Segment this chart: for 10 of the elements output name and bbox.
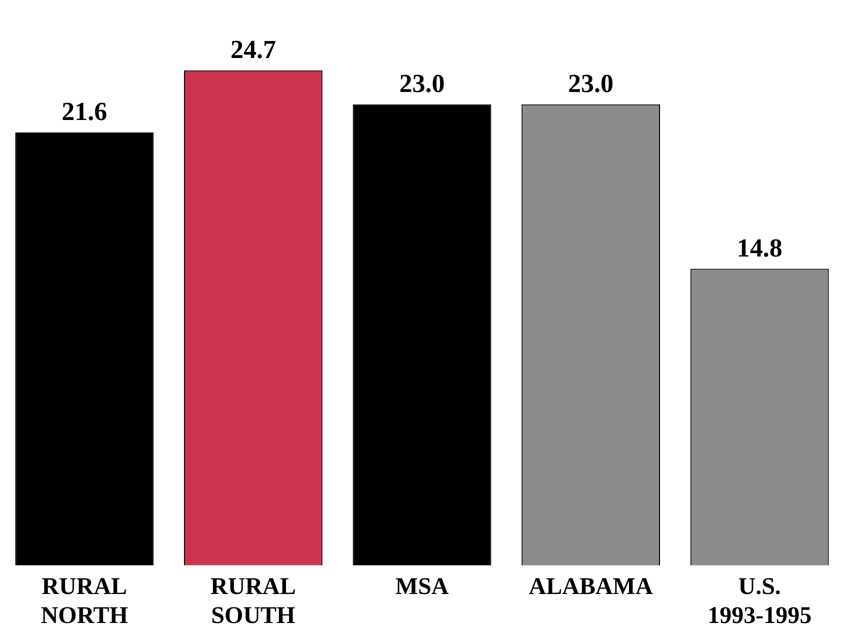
x-tick-label: ALABAMA	[528, 574, 654, 600]
data-label: 23.0	[399, 69, 445, 98]
data-label: 14.8	[736, 233, 782, 262]
data-label: 24.7	[230, 35, 276, 64]
x-tick-label: MSA	[395, 574, 450, 600]
x-tick-label: U.S. 1993-1995	[708, 574, 812, 629]
data-label: 21.6	[62, 97, 108, 126]
x-tick-label: RURAL SOUTH	[210, 574, 296, 629]
data-label: 23.0	[568, 69, 614, 98]
x-tick-label: RURAL NORTH	[40, 574, 128, 629]
